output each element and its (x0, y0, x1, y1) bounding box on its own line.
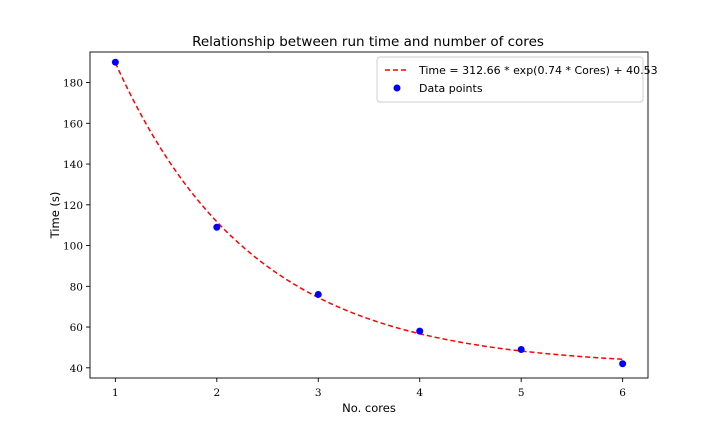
x-tick-label: 3 (315, 387, 322, 399)
y-tick-label: 180 (63, 78, 83, 90)
y-tick-label: 80 (70, 281, 83, 293)
legend-points-label: Data points (419, 82, 483, 95)
x-tick-label: 1 (112, 387, 119, 399)
legend-point-swatch (393, 84, 401, 92)
legend-box (376, 56, 644, 103)
y-tick-label: 40 (70, 363, 83, 375)
legend: Time = 312.66 * exp(0.74 * Cores) + 40.5… (376, 56, 658, 103)
chart-title: Relationship between run time and number… (192, 34, 544, 50)
y-axis-label: Time (s) (48, 192, 62, 240)
plot-frame (89, 51, 649, 379)
y-tick-label: 120 (63, 200, 83, 212)
x-axis-label: No. cores (342, 401, 396, 415)
data-point (314, 290, 322, 298)
data-point (213, 223, 221, 231)
data-point (517, 345, 525, 353)
x-tick-label: 4 (416, 387, 423, 399)
x-axis: 1 2 3 4 5 6 (112, 378, 626, 399)
data-point (111, 58, 119, 66)
fit-curve (114, 62, 623, 360)
y-tick-label: 60 (70, 322, 83, 334)
x-tick-label: 6 (619, 387, 626, 399)
y-tick-label: 160 (63, 118, 83, 130)
data-point (619, 360, 627, 368)
y-tick-label: 100 (63, 241, 83, 253)
data-points (111, 58, 627, 368)
y-tick-label: 140 (63, 159, 83, 171)
data-point (416, 327, 424, 335)
legend-fit-label: Time = 312.66 * exp(0.74 * Cores) + 40.5… (418, 64, 658, 77)
x-tick-label: 5 (518, 387, 525, 399)
y-axis: 40 60 80 100 120 140 160 180 (63, 78, 90, 375)
x-tick-label: 2 (213, 387, 220, 399)
